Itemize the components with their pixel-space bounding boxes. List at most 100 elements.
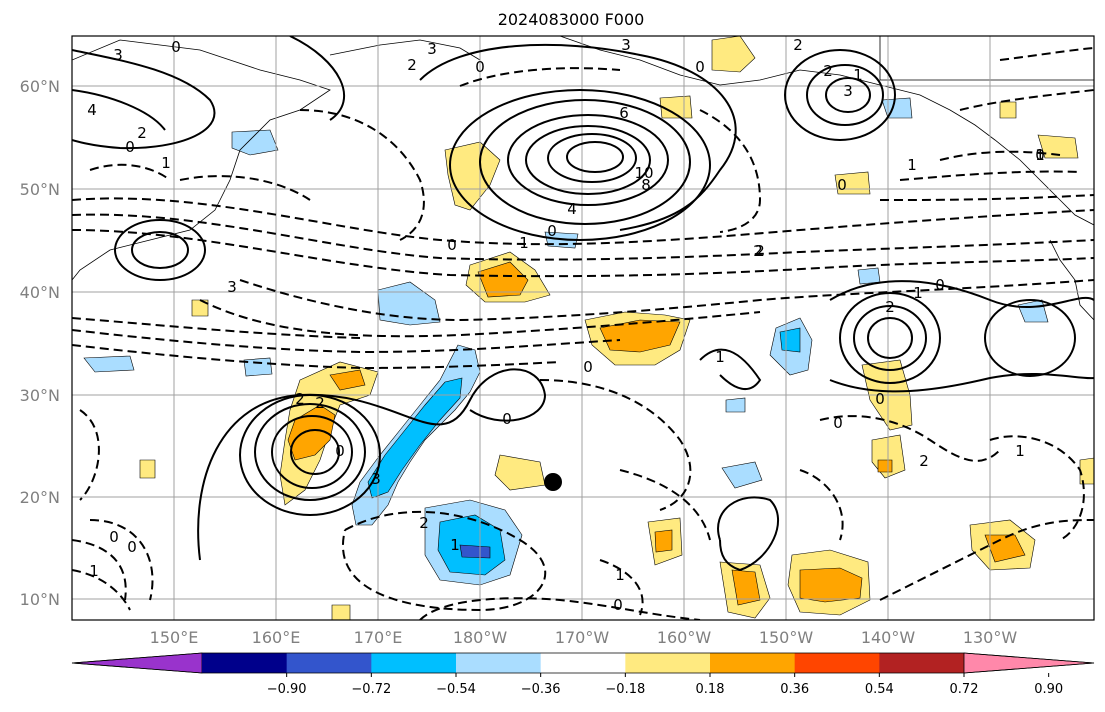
- lat-label: 20°N: [20, 488, 60, 507]
- contour-label: 2: [407, 56, 417, 74]
- contour-label: 8: [641, 176, 651, 194]
- map-area: [72, 36, 1094, 620]
- map-title: 2024083000 F000: [497, 10, 645, 29]
- lon-label: 170°E: [354, 628, 403, 647]
- lon-label: 160°W: [657, 628, 712, 647]
- contour-labels: 3042013203221061084012312010321022030010…: [87, 36, 1045, 614]
- contour-label: 1: [89, 562, 99, 580]
- contour-label: 1: [450, 536, 460, 554]
- shade-patch: [331, 604, 351, 620]
- colorbar-tick-label: −0.72: [351, 682, 391, 697]
- colorbar-tick-label: −0.18: [605, 682, 645, 697]
- shade-patch: [711, 36, 756, 73]
- colorbar-tick-label: 0.72: [950, 682, 979, 697]
- lat-label: 30°N: [20, 386, 60, 405]
- contour-label: 2: [753, 242, 763, 260]
- lat-label: 10°N: [20, 590, 60, 609]
- shade-patch: [1079, 457, 1094, 485]
- contour-label: 2: [295, 390, 305, 408]
- contour-label: 2: [137, 124, 147, 142]
- shade-patch: [139, 459, 156, 479]
- contour-label: 4: [567, 200, 577, 218]
- shade-patch: [377, 281, 441, 326]
- colorbar: −0.90 −0.72 −0.54 −0.36 −0.18 0.18 0.36 0.54 0.7…: [71, 652, 1095, 697]
- colorbar-segment: [540, 653, 626, 673]
- positive-contours: [72, 36, 1094, 572]
- contour-label: 2: [823, 62, 833, 80]
- lon-label: 180°W: [453, 628, 508, 647]
- contour-label: 0: [502, 410, 512, 428]
- contour-label: 3: [113, 46, 123, 64]
- shade-patch: [799, 567, 863, 603]
- shade-patch: [287, 404, 336, 461]
- contour-label: 3: [227, 278, 237, 296]
- colorbar-segment: [710, 653, 796, 673]
- contour-label: 2: [315, 394, 325, 412]
- shade-patch: [725, 397, 746, 413]
- colorbar-segment: [456, 653, 542, 673]
- contour-label: 2: [885, 298, 895, 316]
- contour-label: 10: [634, 164, 653, 182]
- contour-label: 0: [875, 390, 885, 408]
- contour-label: 2: [419, 514, 429, 532]
- contour-label: 0: [935, 276, 945, 294]
- shade-patch: [721, 461, 763, 489]
- contour-label: 0: [613, 596, 623, 614]
- contour-label: 0: [547, 222, 557, 240]
- contour-label: 1: [715, 348, 725, 366]
- colorbar-segment: [879, 653, 965, 673]
- contour-label: 3: [427, 40, 437, 58]
- contour-label: 0: [109, 528, 119, 546]
- shade-patch: [477, 261, 529, 298]
- lat-label: 60°N: [20, 77, 60, 96]
- contour-label: 1: [853, 66, 863, 84]
- contour-label: 2: [793, 36, 803, 54]
- lon-label: 130°W: [963, 628, 1018, 647]
- map-frame: [71, 35, 1095, 621]
- shade-patch: [329, 369, 366, 391]
- contour-label: 4: [87, 101, 97, 119]
- lon-label: 160°E: [252, 628, 301, 647]
- shade-patch: [459, 544, 491, 559]
- contour-label: 0: [447, 236, 457, 254]
- contour-label: 2: [755, 242, 765, 260]
- lat-axis: 60°N 50°N 40°N 30°N 20°N 10°N: [20, 77, 60, 609]
- contour-label: 3: [371, 470, 381, 488]
- colorbar-tick-label: −0.36: [521, 682, 561, 697]
- contour-label: 0: [127, 538, 137, 556]
- shade-patch: [231, 129, 279, 156]
- lon-label: 170°W: [555, 628, 610, 647]
- shade-patch: [877, 459, 893, 473]
- colorbar-segment: [794, 653, 880, 673]
- shade-patch: [367, 377, 463, 499]
- contour-label: 0: [695, 58, 705, 76]
- contour-label: 1: [913, 284, 923, 302]
- contour-label: 0: [171, 38, 181, 56]
- shade-patch: [857, 267, 881, 285]
- colorbar-extend-low: [71, 652, 203, 674]
- shade-patch: [654, 529, 673, 553]
- colorbar-tick-label: 0.90: [1034, 682, 1063, 697]
- colorbar-segment: [202, 653, 288, 673]
- shade-patch: [494, 454, 546, 491]
- lon-label: 140°W: [861, 628, 916, 647]
- coastlines: [72, 36, 1094, 321]
- shading-layer: [83, 36, 1094, 620]
- lat-label: 40°N: [20, 283, 60, 302]
- contour-label: 0: [1035, 146, 1045, 164]
- lon-label: 150°E: [150, 628, 199, 647]
- shade-patch: [191, 299, 209, 317]
- contour-label: 0: [837, 176, 847, 194]
- shade-patch: [779, 327, 801, 353]
- contour-label: 0: [125, 138, 135, 156]
- shade-patch: [243, 357, 273, 377]
- lon-label: 150°W: [759, 628, 814, 647]
- negative-contours: [72, 47, 1094, 620]
- gridlines: [72, 36, 1094, 620]
- shade-patch: [731, 569, 761, 606]
- colorbar-tick-label: 0.54: [865, 682, 894, 697]
- contour-label: 0: [335, 442, 345, 460]
- contour-label: 1: [1035, 146, 1045, 164]
- contour-label: 0: [833, 414, 843, 432]
